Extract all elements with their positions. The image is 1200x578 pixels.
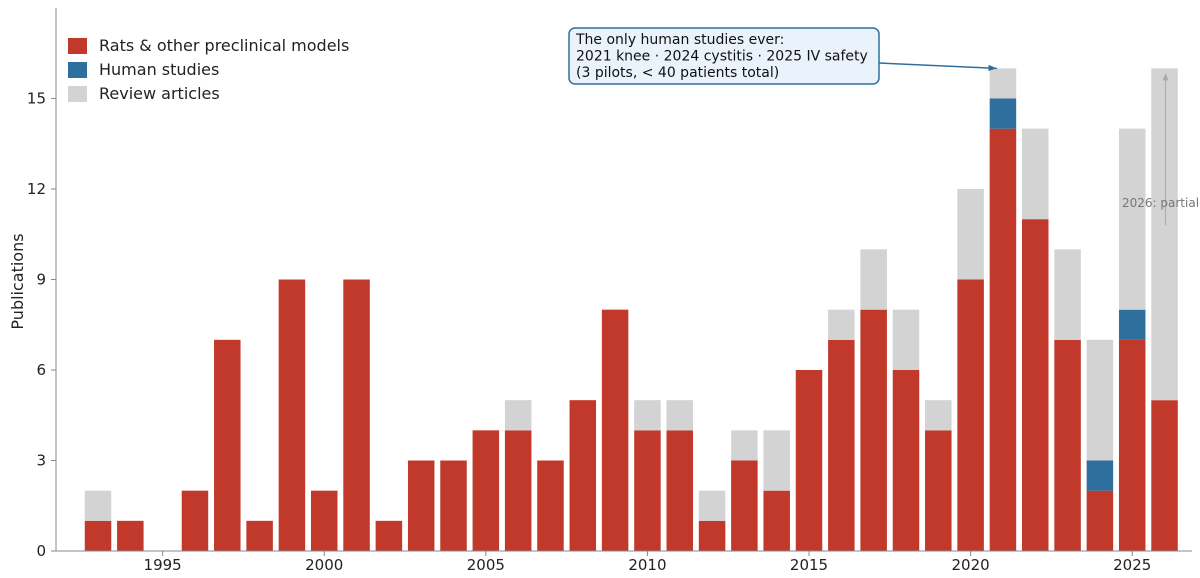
partial-year-label: 2026: partial <box>1122 196 1199 210</box>
callout-line-0: The only human studies ever: <box>575 32 784 48</box>
partial-arrow-head <box>1162 73 1169 81</box>
bar-segment-2006-series-2 <box>504 400 532 431</box>
bar-segment-2009-series-0 <box>601 309 629 551</box>
bars-layer <box>84 68 1178 552</box>
callout-box <box>568 27 880 85</box>
bar-segment-2001-series-0 <box>343 279 370 551</box>
bar-segment-1993-series-0 <box>84 520 112 551</box>
callout-arrow-line <box>878 62 997 70</box>
legend: Rats & other preclinical models Human stu… <box>68 36 349 103</box>
bar-segment-2018-series-0 <box>892 370 920 551</box>
bar-segment-2005-series-0 <box>472 430 500 551</box>
bar-segment-2016-series-0 <box>828 339 855 551</box>
y-tick-label: 3 <box>36 452 46 470</box>
y-axis-title: Publications <box>8 233 27 329</box>
bar-segment-2011-series-2 <box>666 400 693 431</box>
bar-segment-2011-series-0 <box>666 430 693 551</box>
legend-label-2: Review articles <box>99 84 220 103</box>
x-tick-label: 2005 <box>467 556 505 574</box>
bar-segment-2022-series-2 <box>1022 128 1049 220</box>
bar-segment-2008-series-0 <box>569 400 597 551</box>
bar-segment-2024-series-2 <box>1086 339 1114 461</box>
bar-segment-1999-series-0 <box>278 279 306 551</box>
bar-segment-2025-series-2 <box>1118 128 1146 310</box>
legend-swatch-0 <box>68 38 87 54</box>
bar-segment-2020-series-2 <box>957 189 984 280</box>
x-tick-label: 2020 <box>952 556 990 574</box>
bar-segment-2013-series-0 <box>731 460 758 551</box>
bar-segment-2025-series-1 <box>1118 309 1146 340</box>
bar-segment-2000-series-0 <box>310 490 338 551</box>
bar-segment-2024-series-1 <box>1086 460 1114 491</box>
y-tick-label: 12 <box>27 180 46 198</box>
bar-segment-2023-series-2 <box>1054 249 1081 340</box>
legend-swatch-1 <box>68 62 87 78</box>
bar-segment-2021-series-1 <box>989 98 1017 129</box>
bar-segment-2002-series-0 <box>375 520 403 551</box>
bar-segment-2012-series-0 <box>698 520 726 551</box>
bar-segment-2010-series-2 <box>634 400 661 431</box>
y-tick-label: 9 <box>36 271 46 289</box>
y-tick-label: 15 <box>27 90 46 108</box>
callout-line-1: 2021 knee · 2024 cystitis · 2025 IV safe… <box>576 49 868 65</box>
bar-segment-2015-series-0 <box>795 370 823 551</box>
bar-segment-1993-series-2 <box>84 490 112 521</box>
callout-arrow-head <box>988 64 997 72</box>
bar-segment-2022-series-0 <box>1022 219 1049 552</box>
bar-segment-2019-series-0 <box>925 430 952 551</box>
y-tick-label: 6 <box>36 361 46 379</box>
bar-segment-2007-series-0 <box>537 460 564 551</box>
x-tick-label: 1995 <box>144 556 182 574</box>
bar-segment-1994-series-0 <box>117 520 144 551</box>
bar-segment-1998-series-0 <box>246 520 273 551</box>
bar-segment-2013-series-2 <box>731 430 758 461</box>
bar-segment-2020-series-0 <box>957 279 984 551</box>
bar-segment-2003-series-0 <box>407 460 435 551</box>
bar-segment-2017-series-0 <box>860 309 887 551</box>
bar-segment-2014-series-2 <box>763 430 790 491</box>
legend-label-1: Human studies <box>99 60 219 79</box>
y-tick-label: 0 <box>36 542 46 560</box>
bar-segment-2026-series-0 <box>1151 400 1178 551</box>
bar-segment-2019-series-2 <box>925 400 952 431</box>
bar-segment-2014-series-0 <box>763 490 790 551</box>
bar-segment-2021-series-2 <box>989 68 1017 99</box>
bar-segment-2023-series-0 <box>1054 339 1081 551</box>
bar-segment-2026-series-2 <box>1151 68 1178 401</box>
x-tick-label: 2010 <box>628 556 666 574</box>
bar-segment-2025-series-0 <box>1118 339 1146 551</box>
x-tick-label: 2000 <box>305 556 343 574</box>
bar-segment-2018-series-2 <box>892 309 920 370</box>
callout-line-2: (3 pilots, < 40 patients total) <box>576 65 779 81</box>
legend-swatch-2 <box>68 86 87 102</box>
bar-segment-2012-series-2 <box>698 490 726 521</box>
x-tick-label: 2025 <box>1113 556 1151 574</box>
axes-layer: 0 3 6 9 12 15 1995 2000 2005 2010 2015 2020 2025 Publ… <box>8 8 1192 574</box>
bar-segment-2004-series-0 <box>440 460 467 551</box>
bar-segment-2010-series-0 <box>634 430 661 551</box>
bar-segment-2017-series-2 <box>860 249 887 310</box>
bar-segment-1996-series-0 <box>181 490 209 551</box>
annotations-layer: The only human studies ever:2021 knee · … <box>568 27 1199 226</box>
bar-segment-2024-series-0 <box>1086 490 1114 551</box>
bar-segment-1997-series-0 <box>214 339 241 551</box>
bar-segment-2021-series-0 <box>989 128 1017 552</box>
x-tick-label: 2015 <box>790 556 828 574</box>
legend-label-0: Rats & other preclinical models <box>99 36 349 55</box>
bar-segment-2016-series-2 <box>828 309 855 340</box>
bar-segment-2006-series-0 <box>504 430 532 551</box>
